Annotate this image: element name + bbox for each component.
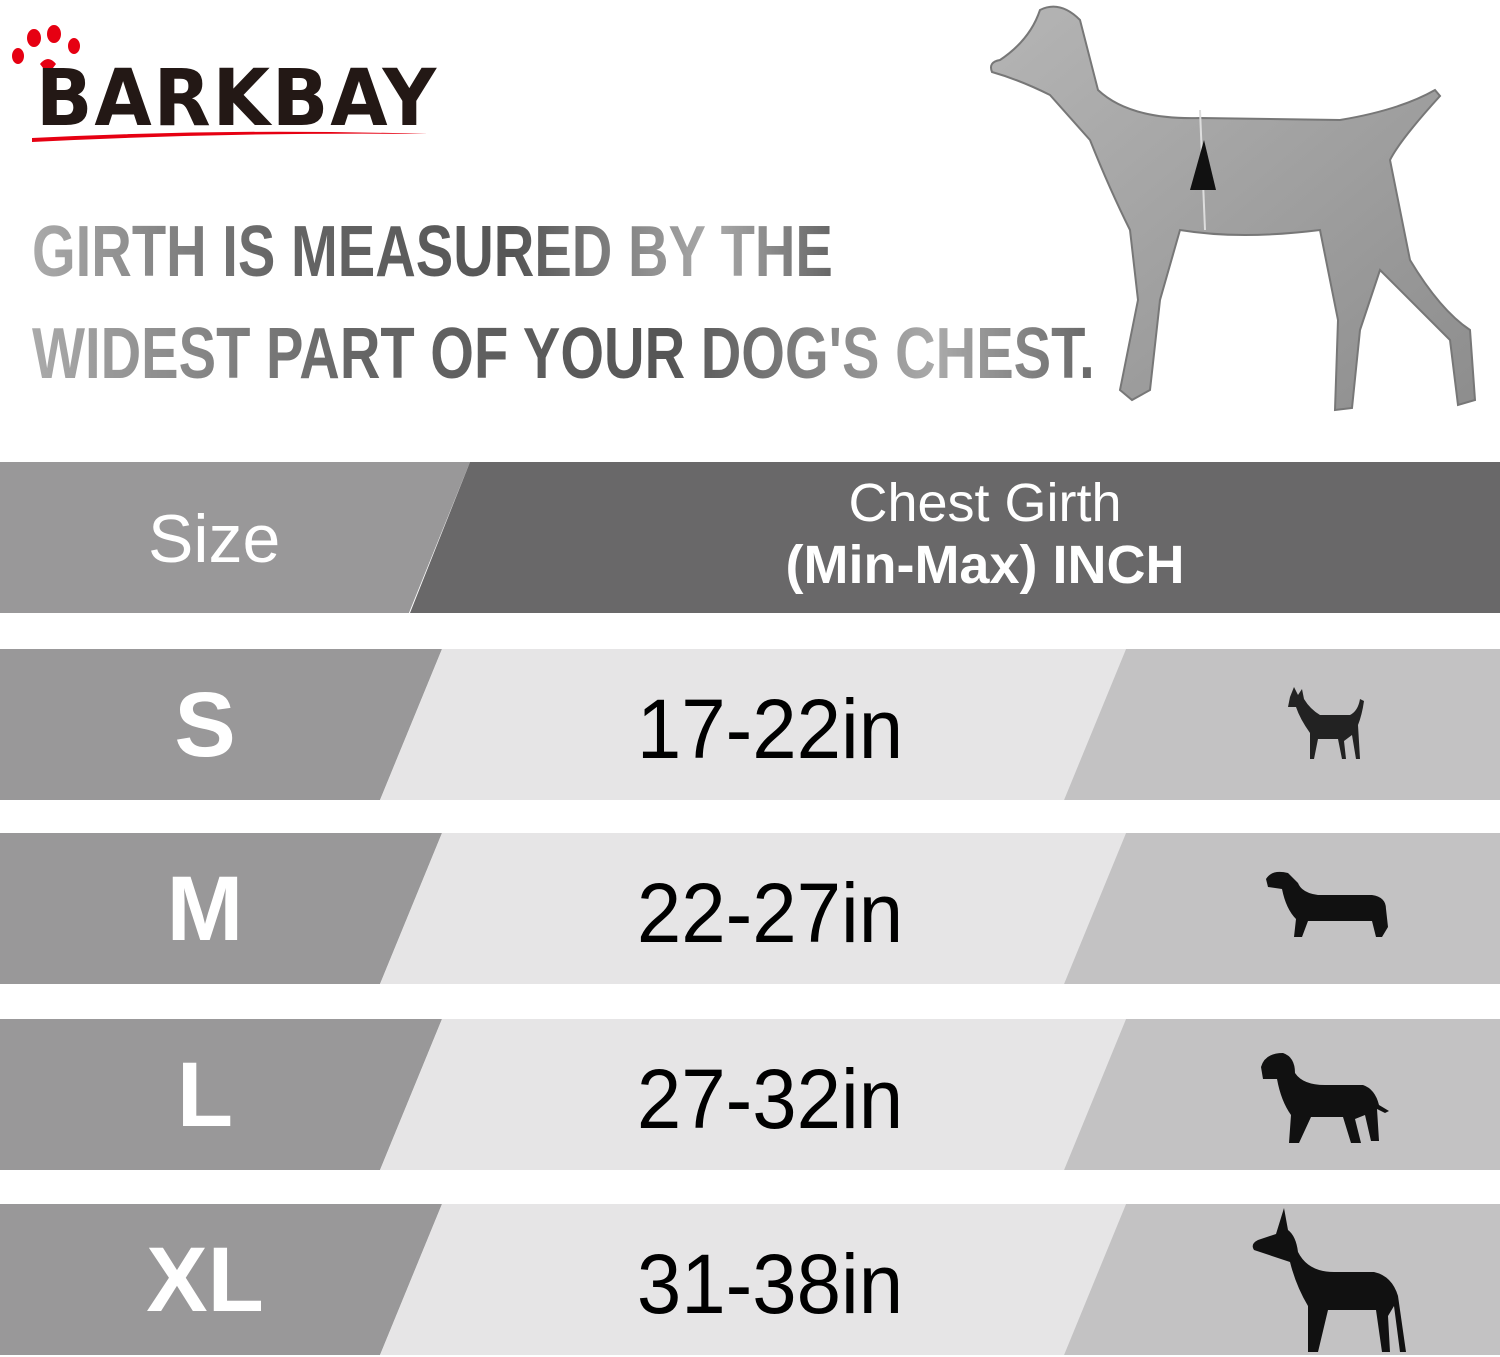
girth-value: 17-22in (636, 682, 904, 776)
paw-icon (12, 25, 80, 78)
headline-line-2: WIDEST PART OF YOUR DOG'S CHEST. (32, 314, 1095, 394)
size-value: L (176, 1044, 234, 1146)
measured-dog-illustration (990, 5, 1477, 412)
logo-text: BARKBAY (36, 54, 439, 144)
girth-header-cell (410, 462, 1500, 613)
table-header: Size Chest Girth (Min-Max) INCH (0, 462, 1500, 613)
table-row: M 22-27in (0, 833, 1500, 984)
girth-header-line-2: (Min-Max) INCH (785, 535, 1185, 595)
size-value: S (174, 674, 236, 776)
size-value: XL (146, 1229, 264, 1331)
great-dane-icon (1252, 1208, 1406, 1352)
table-row: S 17-22in (0, 649, 1500, 800)
table-row: XL 31-38in (0, 1204, 1500, 1355)
girth-value: 22-27in (636, 866, 904, 960)
dachshund-icon (1266, 871, 1388, 937)
size-header-cell (0, 462, 470, 613)
size-header: Size (148, 501, 281, 577)
logo-swoosh (32, 131, 428, 142)
table-row: L 27-32in (0, 1019, 1500, 1170)
labrador-icon (1261, 1053, 1389, 1143)
chihuahua-icon (1288, 687, 1364, 759)
girth-header-line-1: Chest Girth (848, 473, 1122, 533)
brand-logo: BARKBAY (10, 20, 436, 150)
girth-value: 27-32in (636, 1052, 904, 1146)
girth-value: 31-38in (636, 1237, 904, 1331)
size-value: M (166, 858, 244, 960)
headline-line-1: GIRTH IS MEASURED BY THE (32, 212, 833, 292)
